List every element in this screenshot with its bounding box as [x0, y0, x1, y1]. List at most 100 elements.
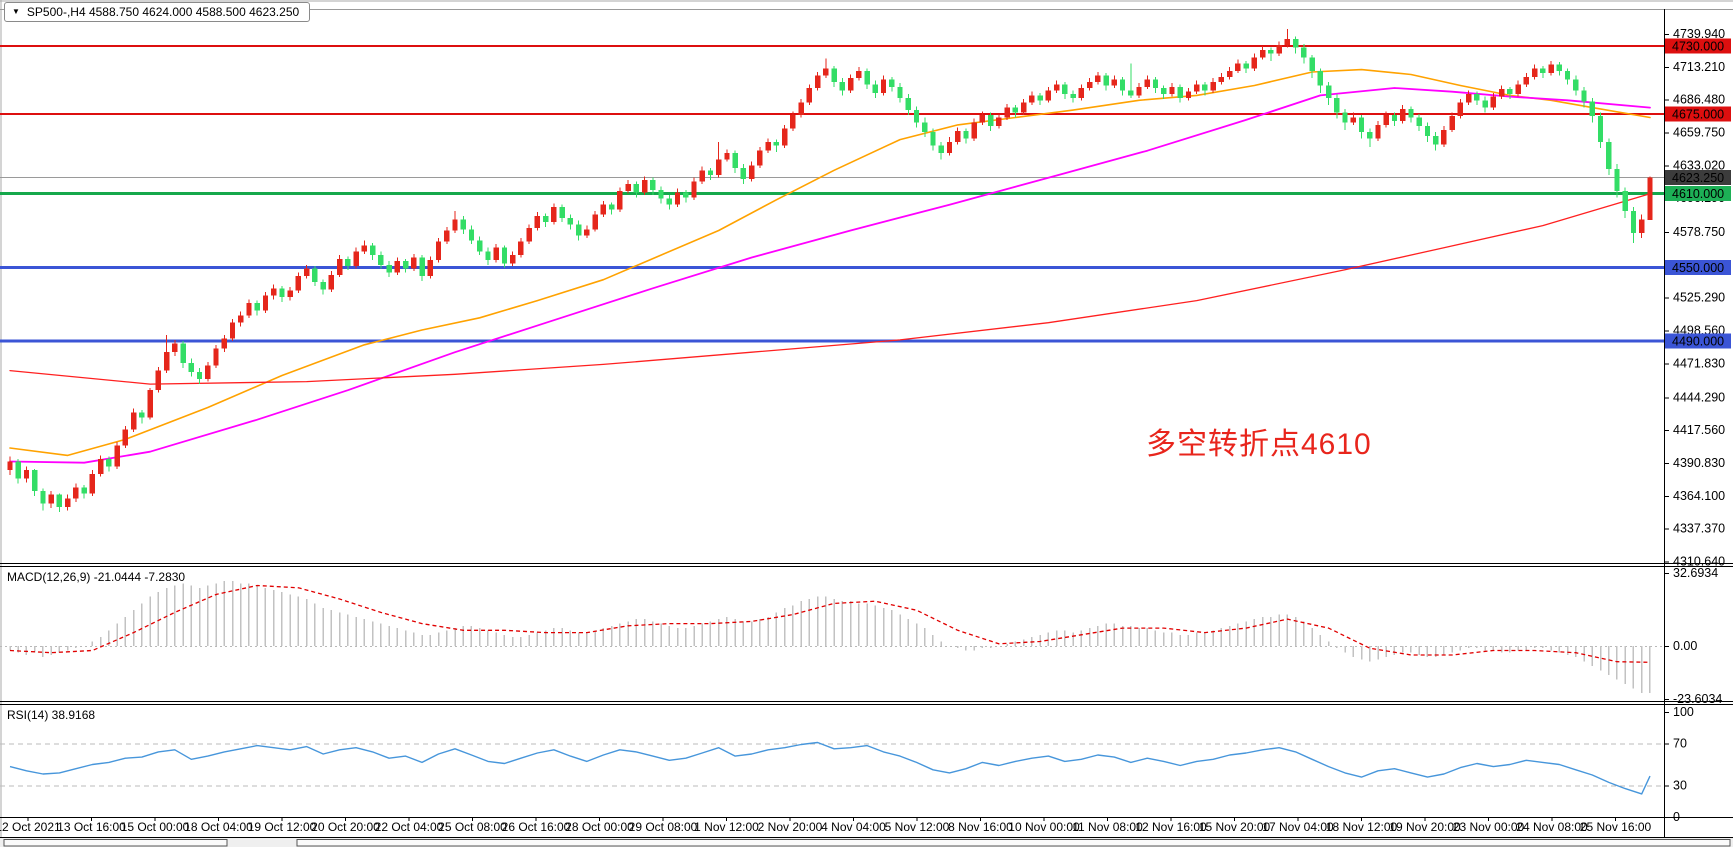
symbol-title[interactable]: ▼ SP500-,H4 4588.750 4624.000 4588.500 4…: [4, 2, 311, 22]
candle-body: [674, 192, 681, 205]
candle-body: [1251, 57, 1258, 69]
candle-body: [238, 315, 244, 323]
candle-body: [155, 370, 162, 391]
candle-body: [1647, 177, 1653, 220]
candle-body: [872, 84, 879, 93]
candle-body: [1276, 44, 1282, 54]
candle-body: [1144, 79, 1150, 87]
candle-body: [64, 498, 71, 507]
candle-body: [1358, 117, 1365, 133]
candle-body: [1292, 38, 1299, 48]
time-label: 15 Oct 00:00: [121, 820, 190, 834]
candle-body: [1630, 210, 1637, 233]
candle-body: [1424, 126, 1431, 136]
candle-body: [716, 159, 722, 176]
candle-body: [897, 86, 903, 98]
candle-body: [971, 122, 977, 139]
time-axis[interactable]: [0, 818, 1664, 837]
candle-body: [254, 303, 260, 311]
candle-body: [97, 459, 104, 474]
candle-body: [427, 260, 433, 276]
time-label: 12 Nov 16:00: [1135, 820, 1207, 834]
candle-body: [56, 494, 63, 507]
candle-body: [1408, 108, 1414, 118]
candle-body: [831, 68, 837, 82]
candle-body: [229, 322, 236, 339]
time-label: 25 Nov 16:00: [1580, 820, 1652, 834]
candle-body: [114, 445, 120, 467]
candle-body: [823, 68, 829, 76]
time-label: 15 Nov 20:00: [1199, 820, 1271, 834]
candle-body: [1432, 135, 1439, 145]
candle-body: [32, 470, 38, 492]
candle-body: [130, 412, 137, 430]
time-label: 18 Oct 04:00: [184, 820, 253, 834]
candle-body: [650, 180, 656, 190]
candle-body: [608, 204, 615, 210]
candle-body: [1573, 79, 1579, 91]
candle-body: [963, 130, 969, 139]
symbol-dropdown-icon[interactable]: ▼: [12, 7, 20, 16]
candle-body: [1465, 94, 1472, 103]
candle-body: [468, 229, 475, 241]
candle-body: [81, 487, 87, 494]
price-axis[interactable]: [1664, 9, 1733, 817]
candle-body: [551, 207, 557, 222]
candle-body: [1004, 107, 1010, 118]
candle-body: [1062, 84, 1068, 95]
axis-label: 0: [1673, 810, 1680, 824]
candle-body: [1515, 84, 1521, 95]
candle-body: [279, 288, 285, 297]
candle-body: [864, 70, 870, 85]
axis-label: 32.6934: [1673, 566, 1718, 580]
candle-body: [477, 240, 483, 252]
candle-body: [1606, 142, 1612, 170]
rsi-line: [9, 741, 1651, 795]
candle-body: [575, 224, 582, 236]
time-label: 25 Oct 08:00: [438, 820, 507, 834]
candle-body: [295, 275, 302, 291]
time-label: 12 Oct 2021: [0, 820, 61, 834]
candle-body: [361, 245, 368, 252]
h-scrollbar-segment[interactable]: [296, 839, 1731, 847]
candle-body: [707, 170, 714, 176]
candle-body: [592, 214, 598, 230]
candle-body: [336, 258, 343, 275]
candle-body: [938, 145, 944, 154]
candle-body: [402, 261, 409, 269]
candle-body: [328, 274, 335, 290]
candle-body: [485, 251, 491, 261]
candle-body: [839, 81, 846, 91]
candle-body: [930, 132, 936, 146]
time-label: 8 Nov 16:00: [948, 820, 1013, 834]
candle-body: [1523, 76, 1530, 85]
axis-label: 4471.830: [1673, 356, 1725, 370]
price-badge: [1665, 169, 1731, 185]
candle-body: [444, 230, 450, 242]
ma-medium-line: [9, 87, 1651, 464]
ma-fast-line: [9, 68, 1651, 457]
candle-body: [1053, 84, 1060, 91]
price-badge-label: 4675.000: [1672, 107, 1724, 121]
candle-body: [1169, 86, 1175, 95]
axis-label: 4417.560: [1673, 423, 1725, 437]
candle-body: [996, 117, 1002, 127]
candle-body: [7, 461, 13, 471]
h-scrollbar-thumb[interactable]: [3, 839, 228, 847]
time-label: 1 Nov 12:00: [694, 820, 759, 834]
candle-body: [1259, 49, 1266, 58]
candle-body: [625, 183, 631, 192]
candle-body: [559, 207, 565, 219]
time-label: 17 Nov 04:00: [1262, 820, 1334, 834]
axis-label: 4444.290: [1673, 390, 1725, 404]
candle-body: [1194, 84, 1200, 92]
candle-body: [781, 128, 788, 146]
candle-body: [658, 189, 664, 199]
candle-body: [1556, 64, 1563, 71]
candle-body: [1268, 49, 1274, 54]
candle-body: [542, 215, 549, 222]
candle-body: [221, 338, 227, 349]
candle-body: [40, 491, 46, 504]
